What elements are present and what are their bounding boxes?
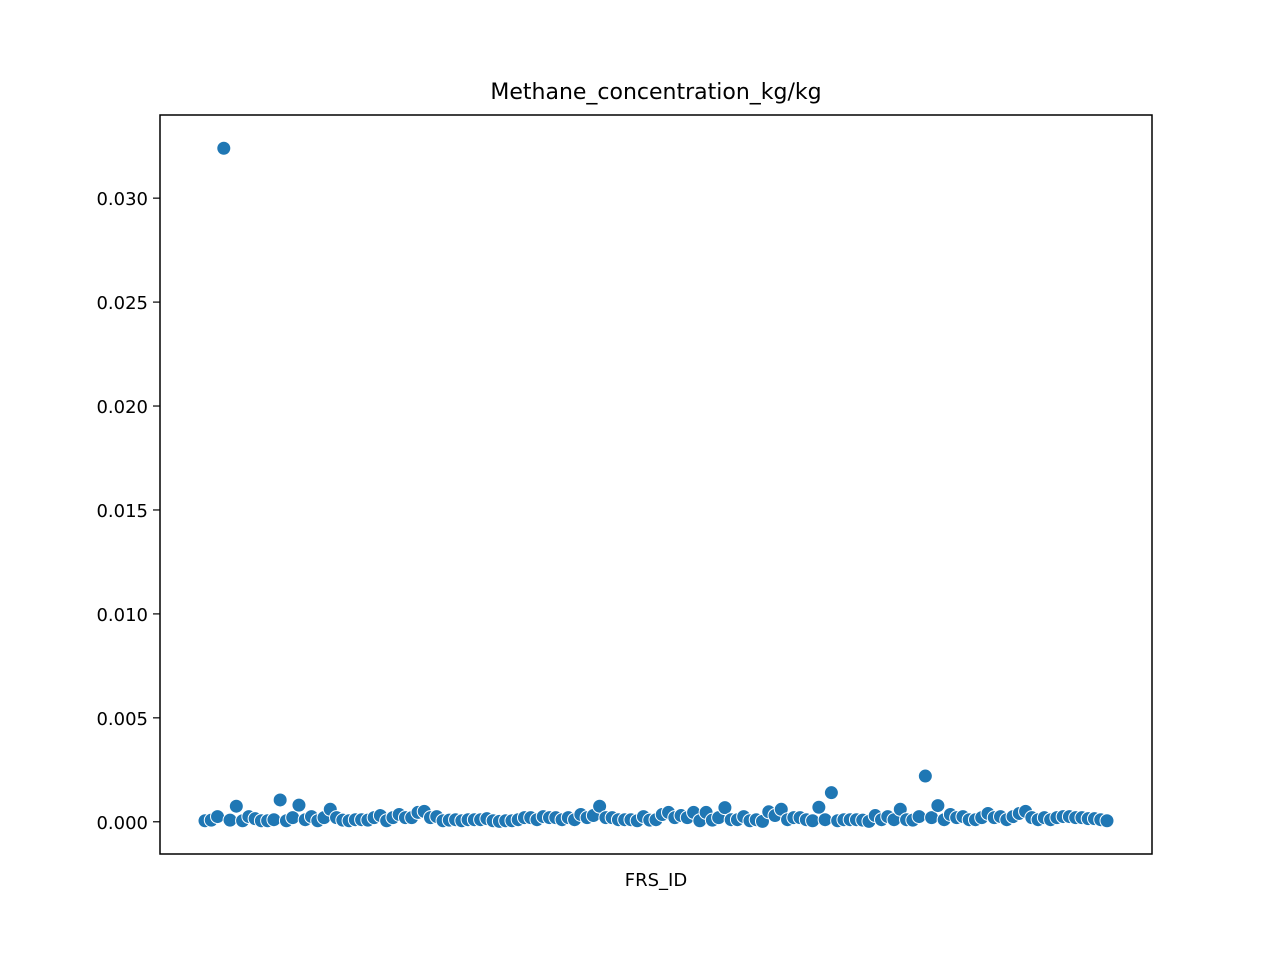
data-point (228, 798, 244, 814)
data-point (1099, 813, 1115, 829)
y-tick-label: 0.020 (96, 397, 148, 418)
data-point (592, 798, 608, 814)
y-tick-label: 0.005 (96, 709, 148, 730)
y-tick-label: 0.025 (96, 293, 148, 314)
data-point (285, 810, 301, 826)
y-axis: 0.000 0.005 0.010 0.015 0.020 0.025 0.030 (96, 189, 160, 834)
data-point (911, 809, 927, 825)
data-points (197, 140, 1115, 829)
data-point (272, 792, 288, 808)
data-point (817, 812, 833, 828)
data-point (811, 799, 827, 815)
chart-title: Methane_concentration_kg/kg (490, 80, 821, 105)
x-axis-label: FRS_ID (625, 870, 687, 891)
data-point (291, 797, 307, 813)
y-tick-label: 0.030 (96, 189, 148, 210)
data-point (917, 768, 933, 784)
y-tick-label: 0.000 (96, 813, 148, 834)
plot-frame (159, 114, 1153, 855)
data-point (210, 809, 226, 825)
data-point (222, 812, 238, 828)
data-point (805, 813, 821, 829)
data-point (823, 785, 839, 801)
data-point (717, 800, 733, 816)
data-point (930, 798, 946, 814)
data-point (216, 140, 232, 156)
y-tick-label: 0.015 (96, 501, 148, 522)
y-tick-label: 0.010 (96, 605, 148, 626)
data-point (266, 812, 282, 828)
